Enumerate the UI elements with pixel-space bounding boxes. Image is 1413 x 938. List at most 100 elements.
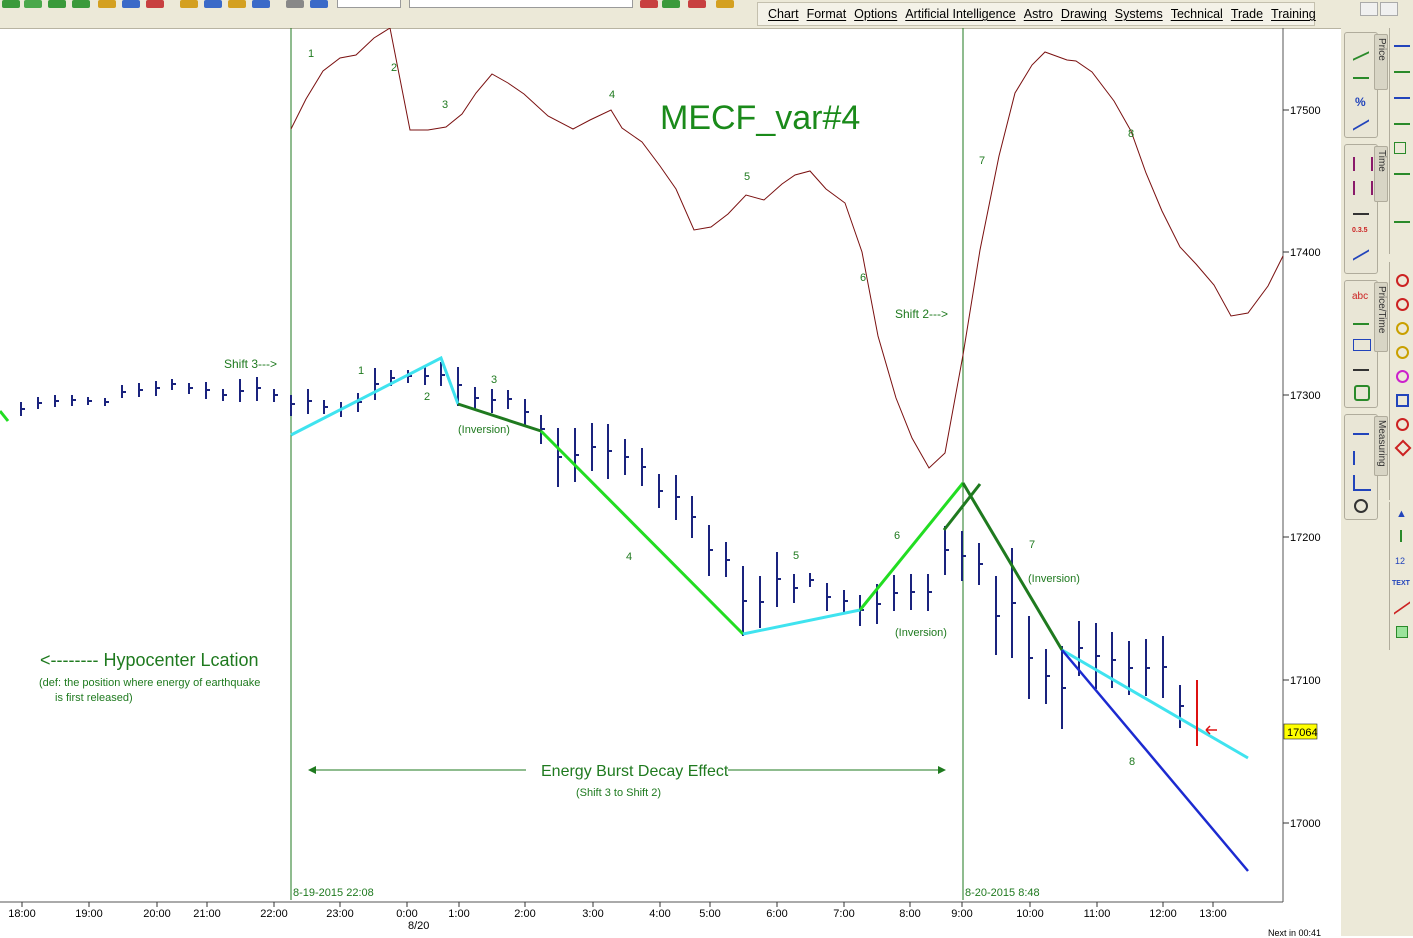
toolbar-button-6[interactable] [122,0,140,8]
tab-price-time[interactable]: Price/Time [1374,282,1388,352]
tool-arrow-icon[interactable] [1394,92,1410,99]
toolbar-button-9[interactable] [204,0,222,8]
tool-diagonal-icon[interactable] [1394,596,1410,615]
menu-options[interactable]: Options [854,7,898,21]
tool-triangle-icon[interactable] [1394,168,1410,175]
tool-count-icon[interactable]: 12 [1395,556,1406,566]
menu-trade[interactable]: Trade [1230,7,1264,21]
toolbar-button-11[interactable] [252,0,270,8]
toolbar-button-5[interactable] [98,0,116,8]
hypocenter-title: <-------- Hypocenter Lcation [40,650,259,670]
energy-burst-subtitle: (Shift 3 to Shift 2) [576,787,661,799]
tool-fan-icon[interactable] [1394,40,1410,47]
toolbar-button-16[interactable] [688,0,706,8]
toolbar-button-15[interactable] [662,0,680,8]
tab-measuring[interactable]: Measuring [1374,416,1388,476]
menu-format[interactable]: Format [806,7,847,21]
tool-vertical-line-icon[interactable] [1400,530,1413,542]
spiral-icon[interactable] [1354,385,1370,401]
pattern-icon[interactable] [1353,317,1369,325]
menu-chart[interactable]: Chart [768,7,799,21]
price-tick-label: 17000 [1290,818,1321,830]
toolbar-button-14[interactable] [640,0,658,8]
grid-icon[interactable] [1353,339,1371,351]
symbol-field[interactable] [337,0,401,8]
wave-label: 1 [308,48,314,60]
toolbar-button-10[interactable] [228,0,246,8]
wave-label: 8 [1129,756,1135,768]
tab-time[interactable]: Time [1374,146,1388,202]
menu-training[interactable]: Training [1271,7,1316,21]
toolbar-button-4[interactable] [72,0,90,8]
chart-canvas[interactable]: 17500 17400 17300 17200 17100 17000 1706… [0,28,1341,936]
trend-segment [742,608,861,636]
trend-segment [290,355,460,437]
time-histogram-icon[interactable] [1353,205,1369,215]
toolbar-button-12[interactable] [286,0,304,8]
price-line-icon[interactable] [1353,45,1369,61]
toolbar-button-13[interactable] [310,0,328,8]
text-abc-icon[interactable]: abc [1352,291,1369,302]
toolbar-button-2[interactable] [24,0,42,8]
toolbar-button-3[interactable] [48,0,66,8]
measure-vertical-icon[interactable] [1353,451,1371,465]
price-tick-label: 17500 [1290,105,1321,117]
tab-price[interactable]: Price [1374,34,1388,90]
measure-horizontal-icon[interactable] [1353,427,1369,435]
tool-lines-icon[interactable] [1394,118,1410,125]
minimize-icon[interactable] [1360,2,1378,16]
toolbar-button-17[interactable] [716,0,734,8]
price-wave-icon[interactable] [1353,71,1369,79]
restore-icon[interactable] [1380,2,1398,16]
window-controls [1360,2,1410,16]
tool-arc-icon[interactable] [1396,346,1409,359]
menu-systems[interactable]: Systems [1114,7,1163,21]
wave-label: 6 [860,272,866,284]
inversion-label: (Inversion) [1028,573,1080,585]
percent-icon[interactable]: % [1355,95,1366,109]
tool-ellipse-icon[interactable] [1396,298,1409,311]
menu-technical[interactable]: Technical [1170,7,1223,21]
tool-parallel-icon[interactable] [1394,216,1410,223]
tool-spiral-icon[interactable] [1396,370,1409,383]
time-tick-label: 3:00 [582,908,603,920]
price-axis: 17500 17400 17300 17200 17100 17000 1706… [1283,105,1321,830]
wave-label: 2 [391,62,397,74]
energy-burst-title: Energy Burst Decay Effect [541,763,729,780]
time-tick-label: 21:00 [193,908,221,920]
tool-grid-icon[interactable] [1396,626,1408,638]
time-tick-label: 18:00 [8,908,36,920]
menu-astro[interactable]: Astro [1023,7,1053,21]
wave-label: 6 [894,530,900,542]
tool-circle-icon[interactable] [1396,274,1409,287]
right-tool-column-mid [1389,262,1413,500]
toolbar-button-8[interactable] [180,0,198,8]
time-cycles-icon[interactable] [1353,157,1373,171]
tool-channel-icon[interactable] [1394,66,1410,73]
menu-drawing[interactable]: Drawing [1060,7,1107,21]
arrow-left-icon [308,766,316,774]
trend-icon[interactable] [1353,114,1369,131]
fan-icon[interactable] [1353,363,1369,371]
time-tools-panel: 0.3.5 [1344,144,1378,274]
target-icon[interactable] [1354,499,1368,513]
toolbar-button-1[interactable] [2,0,20,8]
time-tick-label: 4:00 [649,908,670,920]
energy-burst-annotation: Energy Burst Decay Effect (Shift 3 to Sh… [308,763,946,799]
trend-segment [1061,649,1249,872]
tool-box-icon[interactable] [1394,142,1406,154]
tool-diamond-icon[interactable] [1394,439,1412,457]
toolbar-button-7[interactable] [146,0,164,8]
tool-up-arrow-icon[interactable]: ▲ [1396,508,1407,520]
tool-wheel-icon[interactable] [1396,322,1409,335]
time-bars-icon[interactable] [1353,181,1373,195]
tool-target-icon[interactable] [1396,418,1409,431]
tool-square-icon[interactable] [1396,394,1409,407]
tool-text-icon[interactable]: TEXT [1392,580,1410,587]
measure-angle-icon[interactable] [1353,475,1371,491]
menu-artificial-intelligence[interactable]: Artificial Intelligence [905,7,1016,21]
hypocenter-def-line2: is first released) [55,692,133,704]
time-count-icon[interactable]: 0.3.5 [1352,227,1368,234]
time-trend-icon[interactable] [1353,244,1369,261]
command-field[interactable] [409,0,633,8]
